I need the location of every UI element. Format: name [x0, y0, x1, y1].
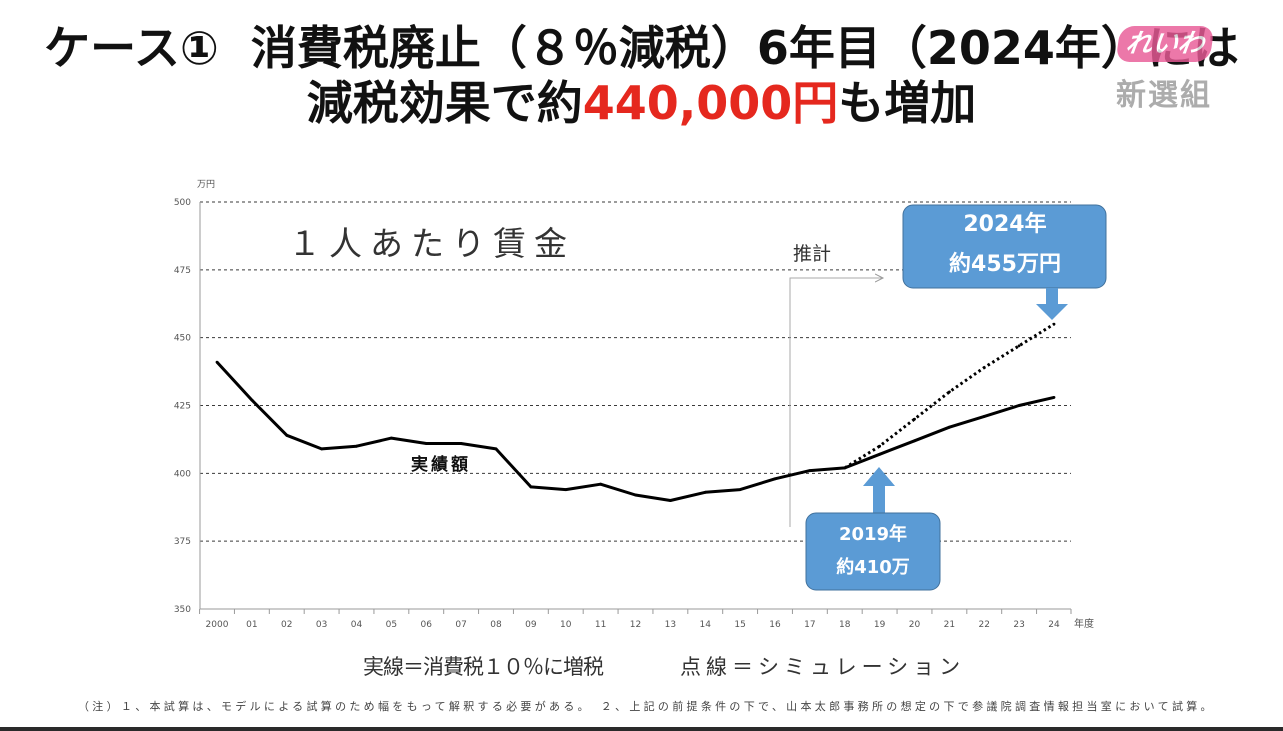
simulation-data-point-2019	[878, 444, 881, 448]
logo-bottom-text: 新選組	[1116, 78, 1212, 113]
legend-dotted-line: 点線＝シミュレーション	[680, 655, 966, 679]
x-tick-label-2009: 09	[525, 620, 537, 630]
solid-data-point-2006	[424, 442, 428, 445]
simulation-data-point-2022	[982, 366, 986, 369]
y-tick-label-375: 375	[174, 537, 191, 547]
simulation-data-point-2020	[913, 417, 916, 421]
solid-data-point-2020	[913, 439, 916, 443]
x-tick-label-2000: 2000	[206, 620, 229, 630]
solid-data-point-2022	[982, 415, 986, 418]
callout-2024-value: 約455万円	[949, 251, 1061, 277]
solid-data-point-2023	[1017, 404, 1021, 407]
solid-data-point-2021	[948, 425, 951, 429]
callout-2019-year: 2019年	[839, 523, 907, 545]
simulation-data-point-2023	[1017, 344, 1021, 348]
wage-line-chart: 500 475 450 425 400 375 350 2000 01 02 03 04 05 06 07…	[174, 179, 1107, 630]
callout-2019-value: 約410万	[836, 556, 910, 578]
x-tick-label-2011: 11	[595, 620, 606, 630]
solid-data-point-2017	[808, 469, 812, 472]
x-tick-label-2001: 01	[246, 620, 257, 630]
y-tick-label-400: 400	[174, 469, 191, 479]
logo-top-text: れいわ	[1115, 26, 1215, 62]
title-line-2: 減税効果で約440,000円も増加	[0, 76, 1283, 130]
x-tick-label-2017: 17	[804, 620, 815, 630]
solid-data-point-2001	[250, 398, 254, 402]
solid-data-point-2024	[1052, 396, 1056, 399]
x-tick-label-2003: 03	[316, 620, 327, 630]
solid-data-point-2004	[355, 444, 358, 448]
x-tick-label-2010: 10	[560, 620, 572, 630]
x-tick-label-2008: 08	[490, 620, 502, 630]
callout-2019-up-arrow	[863, 467, 895, 513]
solid-data-point-2011	[599, 482, 602, 486]
x-tick-label-2006: 06	[421, 620, 433, 630]
y-tick-label-500: 500	[174, 198, 191, 208]
y-tick-label-475: 475	[174, 266, 191, 276]
solid-data-point-2009	[529, 485, 533, 489]
callout-2024-year: 2024年	[963, 211, 1046, 237]
solid-data-point-2003	[320, 447, 323, 451]
footnote: （注）１、本試算は、モデルによる試算のため幅をもって解釈する必要がある。 ２、上…	[78, 700, 1215, 713]
y-tick-label-350: 350	[174, 605, 191, 615]
x-tick-label-2016: 16	[769, 620, 781, 630]
bottom-border	[0, 727, 1283, 731]
title-highlight-amount: 440,000円	[582, 76, 839, 130]
solid-data-point-2016	[773, 477, 777, 481]
actual-label: 実績額	[411, 454, 471, 475]
legend-solid-line: 実線＝消費税１０％に増税	[363, 655, 604, 679]
callout-2024: 2024年 約455万円	[902, 204, 1107, 320]
x-tick-label-2015: 15	[734, 620, 745, 630]
estimate-label: 推計	[793, 243, 831, 265]
solid-data-point-2002	[285, 433, 289, 437]
title-line-2-after: も増加	[838, 76, 977, 130]
title-line-1: ケース① 消費税廃止（８％減税）6年目（2024年）には	[44, 21, 1239, 75]
solid-data-point-2008	[494, 447, 498, 451]
simulation-data-point-2021	[948, 390, 951, 394]
simulation-data-point-2024	[1052, 322, 1056, 326]
x-tick-label-2024: 24	[1048, 620, 1060, 630]
x-tick-label-2020: 20	[909, 620, 921, 630]
solid-series-line	[215, 361, 1055, 502]
x-tick-label-2021: 21	[944, 620, 955, 630]
simulation-series-line	[844, 322, 1055, 470]
estimate-boundary-arrow	[789, 278, 883, 527]
solid-data-point-2012	[634, 493, 637, 497]
x-tick-label-2022: 22	[979, 620, 990, 630]
x-axis-tick-labels: 2000 01 02 03 04 05 06 07 08 09 10 11 12 13 14 15 16 17 18…	[206, 620, 1060, 630]
solid-data-point-2010	[564, 488, 568, 491]
simulation-data-point-2018	[843, 466, 847, 470]
x-tick-label-2018: 18	[839, 620, 851, 630]
x-unit-label: 年度	[1074, 617, 1094, 630]
solid-data-point-2000	[215, 360, 219, 364]
solid-data-point-2013	[669, 499, 672, 502]
solid-data-point-2005	[390, 436, 393, 440]
y-tick-label-450: 450	[174, 334, 191, 344]
x-tick-label-2019: 19	[874, 620, 886, 630]
title-line-2-before: 減税効果で約	[306, 76, 583, 130]
x-tick-label-2023: 23	[1013, 620, 1024, 630]
callout-2024-down-arrow	[1036, 288, 1068, 320]
y-axis-tick-labels: 500 475 450 425 400 375 350	[174, 198, 191, 615]
solid-data-point-2014	[703, 490, 707, 494]
callout-2024-box	[902, 204, 1107, 289]
gridlines	[199, 201, 1072, 614]
callout-2019: 2019年 約410万	[805, 467, 941, 591]
series-layer	[215, 322, 1056, 502]
x-tick-label-2013: 13	[665, 620, 676, 630]
y-unit-label: 万円	[197, 179, 215, 190]
x-tick-label-2002: 02	[281, 620, 292, 630]
y-tick-label-425: 425	[174, 402, 191, 412]
callout-2019-box	[805, 512, 941, 591]
x-tick-label-2014: 14	[700, 620, 712, 630]
party-logo: れいわ 新選組	[1110, 26, 1242, 132]
solid-data-point-2015	[738, 488, 742, 491]
x-tick-label-2007: 07	[455, 620, 466, 630]
x-tick-label-2012: 12	[630, 620, 641, 630]
x-tick-label-2005: 05	[386, 620, 397, 630]
chart-title: １人あたり賃金	[288, 224, 575, 263]
x-tick-label-2004: 04	[351, 620, 363, 630]
solid-data-point-2019	[878, 452, 881, 456]
solid-data-point-2007	[459, 442, 463, 445]
